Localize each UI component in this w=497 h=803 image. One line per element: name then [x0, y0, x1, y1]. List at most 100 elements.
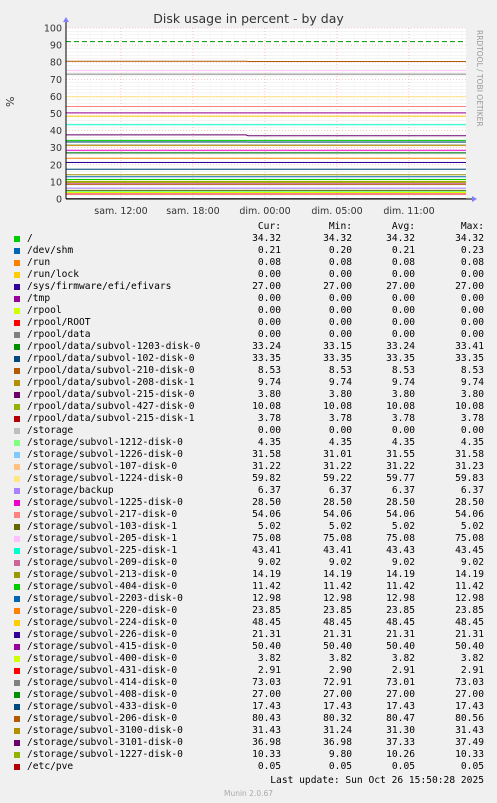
legend-swatch: [14, 416, 20, 422]
legend-max-value: 75.08: [455, 533, 484, 544]
legend-min-value: 9.02: [328, 557, 352, 568]
legend-series-name: /storage/subvol-408-disk-0: [27, 689, 178, 700]
legend-max-value: 0.00: [460, 269, 484, 280]
legend-cur-value: 9.74: [257, 377, 281, 388]
legend-swatch: [14, 740, 20, 746]
legend-max-value: 28.50: [455, 497, 484, 508]
legend-series-name: /storage/subvol-415-disk-0: [27, 641, 178, 652]
legend-min-value: 34.32: [323, 233, 352, 244]
legend-avg-value: 37.33: [386, 737, 415, 748]
last-update-text: Last update: Sun Oct 26 15:50:28 2025: [270, 775, 484, 786]
legend-avg-value: 3.82: [391, 653, 415, 664]
legend-row: /storage/subvol-220-disk-0 23.85 23.85 23.8…: [0, 605, 497, 617]
legend-row: /storage/subvol-1225-disk-0 28.50 28.50 28.…: [0, 497, 497, 509]
legend-series-name: /dev/shm: [27, 245, 74, 256]
legend-avg-value: 75.08: [386, 533, 415, 544]
legend-cur-value: 28.50: [252, 497, 281, 508]
legend-cur-value: 0.08: [257, 257, 281, 268]
legend-max-value: 34.32: [455, 233, 484, 244]
legend-series-name: /storage/subvol-226-disk-0: [27, 629, 178, 640]
chart-canvas: 0 10 20 30 40 50 60 70 80 90 100 sam. 12:00 sam. 18:…: [44, 17, 477, 217]
legend-min-value: 17.43: [323, 701, 352, 712]
legend-swatch: [14, 692, 20, 698]
legend-avg-value: 0.00: [391, 329, 415, 340]
y-tick-label: 50: [50, 109, 62, 120]
legend-series-name: /rpool/ROOT: [27, 317, 91, 328]
legend-swatch: [14, 644, 20, 650]
legend-header-max: Max:: [460, 221, 484, 232]
legend-min-value: 27.00: [323, 689, 352, 700]
legend-min-value: 31.01: [323, 449, 352, 460]
legend-min-value: 4.35: [328, 437, 352, 448]
legend-swatch: [14, 548, 20, 554]
legend-avg-value: 0.21: [391, 245, 415, 256]
legend-cur-value: 75.08: [252, 533, 281, 544]
legend-avg-value: 21.31: [386, 629, 415, 640]
legend-cur-value: 50.40: [252, 641, 281, 652]
legend-swatch: [14, 608, 20, 614]
legend-row: /rpool/data/subvol-215-disk-1 3.78 3.78 3.7…: [0, 413, 497, 425]
y-tick-label: 10: [50, 177, 62, 188]
y-tick-label: 100: [44, 24, 62, 35]
legend-min-value: 12.98: [323, 593, 352, 604]
legend-avg-value: 10.26: [386, 749, 415, 760]
legend-avg-value: 14.19: [386, 569, 415, 580]
munin-version: Munin 2.0.67: [223, 789, 274, 798]
legend-row: /storage/subvol-3100-disk-0 31.43 31.24 31.…: [0, 725, 497, 737]
legend-header: Cur: Min: Avg: Max:: [0, 221, 497, 233]
legend-avg-value: 0.00: [391, 269, 415, 280]
y-tick-label: 40: [50, 126, 62, 137]
legend-avg-value: 80.47: [386, 713, 415, 724]
legend-row: /storage/subvol-225-disk-1 43.41 43.41 43.4…: [0, 545, 497, 557]
legend-min-value: 0.00: [328, 269, 352, 280]
legend-series-name: /storage/subvol-206-disk-0: [27, 713, 178, 724]
legend-min-value: 36.98: [323, 737, 352, 748]
legend-row: /storage/subvol-1224-disk-0 59.82 59.22 59.…: [0, 473, 497, 485]
legend-min-value: 11.42: [323, 581, 352, 592]
legend-min-value: 28.50: [323, 497, 352, 508]
legend-max-value: 59.83: [455, 473, 484, 484]
legend-row: /storage/subvol-2203-disk-0 12.98 12.98 12.…: [0, 593, 497, 605]
legend-cur-value: 33.35: [252, 353, 281, 364]
legend-min-value: 21.31: [323, 629, 352, 640]
legend-cur-value: 3.78: [257, 413, 281, 424]
legend-min-value: 0.00: [328, 305, 352, 316]
legend-max-value: 73.03: [455, 677, 484, 688]
legend-cur-value: 73.03: [252, 677, 281, 688]
legend-avg-value: 48.45: [386, 617, 415, 628]
legend-min-value: 8.53: [328, 365, 352, 376]
legend-min-value: 0.00: [328, 329, 352, 340]
legend-max-value: 23.85: [455, 605, 484, 616]
legend-swatch: [14, 272, 20, 278]
legend-swatch: [14, 704, 20, 710]
legend-series-name: /rpool/data/subvol-215-disk-1: [27, 413, 195, 424]
legend-cur-value: 5.02: [257, 521, 281, 532]
legend-max-value: 0.00: [460, 317, 484, 328]
legend-series-name: /storage/subvol-1224-disk-0: [27, 473, 183, 484]
legend-row: /storage/backup 6.37 6.37 6.37 6.37: [0, 485, 497, 497]
legend-avg-value: 73.01: [386, 677, 415, 688]
legend-avg-value: 27.00: [386, 689, 415, 700]
legend-row: /run 0.08 0.08 0.08 0.08: [0, 257, 497, 269]
legend-min-value: 33.15: [323, 341, 352, 352]
legend-cur-value: 10.08: [252, 401, 281, 412]
legend-avg-value: 50.40: [386, 641, 415, 652]
legend-max-value: 3.78: [460, 413, 484, 424]
legend-max-value: 80.56: [455, 713, 484, 724]
legend-series-name: /storage/subvol-3101-disk-0: [27, 737, 183, 748]
legend-series-name: /storage/subvol-205-disk-1: [27, 533, 178, 544]
legend-swatch: [14, 524, 20, 530]
legend-cur-value: 0.00: [257, 425, 281, 436]
legend-swatch: [14, 716, 20, 722]
legend-row: /storage/subvol-103-disk-1 5.02 5.02 5.02 5.…: [0, 521, 497, 533]
legend-max-value: 4.35: [460, 437, 484, 448]
legend-swatch: [14, 284, 20, 290]
legend-series-name: /storage: [27, 425, 74, 436]
legend-cur-value: 21.31: [252, 629, 281, 640]
legend-swatch: [14, 380, 20, 386]
legend-min-value: 0.08: [328, 257, 352, 268]
legend-swatch: [14, 440, 20, 446]
legend-min-value: 48.45: [323, 617, 352, 628]
legend-max-value: 10.08: [455, 401, 484, 412]
legend-row: /storage/subvol-3101-disk-0 36.98 36.98 37.…: [0, 737, 497, 749]
